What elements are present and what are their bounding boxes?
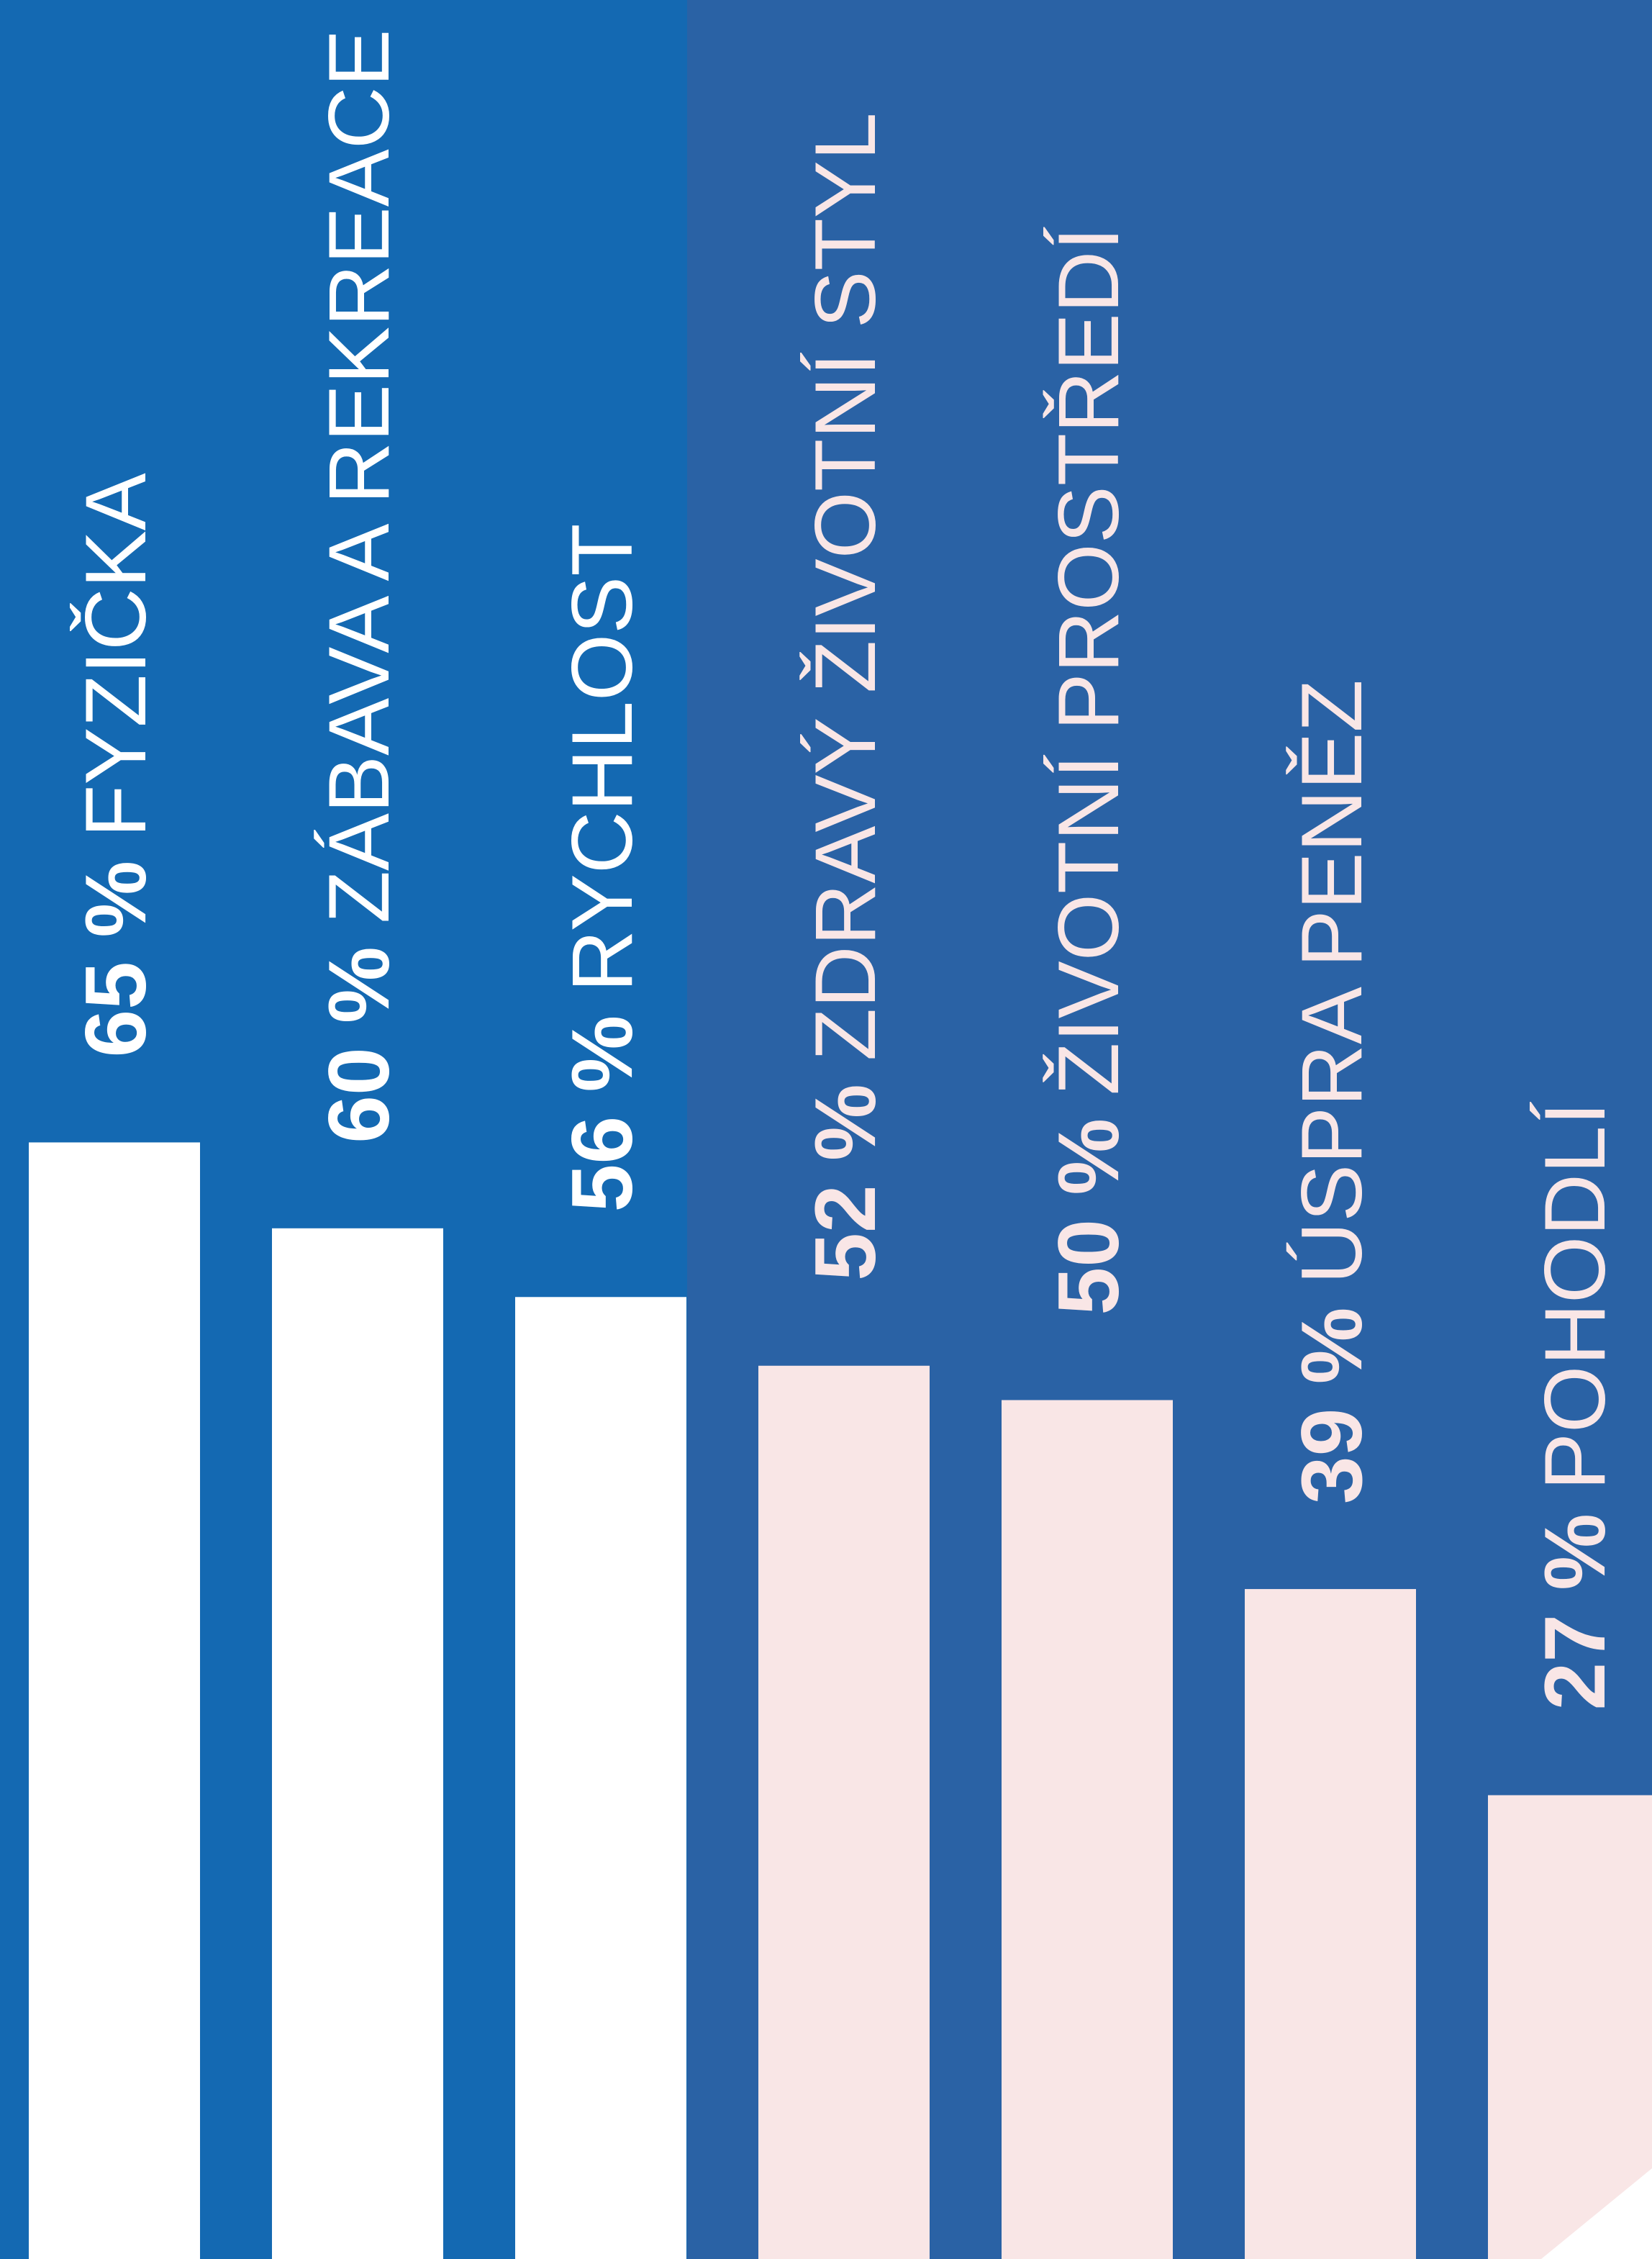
- value-label: 50 %: [1040, 1118, 1137, 1316]
- bar-label: 65 % FYZIČKA: [68, 473, 164, 1057]
- value-label: 27 %: [1527, 1513, 1623, 1711]
- bar: [1002, 1400, 1173, 2259]
- category-label: ZDRAVÝ ŽIVOTNÍ STYL: [797, 112, 894, 1061]
- bar: [758, 1365, 930, 2259]
- category-label: RYCHLOST: [554, 523, 650, 992]
- category-label: ZÁBAVA A REKREACE: [311, 30, 407, 924]
- bar: [1245, 1589, 1416, 2259]
- category-label: FYZIČKA: [68, 473, 164, 838]
- bar: [515, 1297, 686, 2259]
- bar: [1488, 1795, 1652, 2259]
- bar: [272, 1228, 443, 2259]
- bar-label: 60 % ZÁBAVA A REKREACE: [311, 30, 407, 1144]
- value-label: 39 %: [1284, 1308, 1380, 1505]
- category-label: ÚSPRA PENĚZ: [1284, 679, 1380, 1284]
- value-label: 65 %: [68, 861, 164, 1058]
- value-label: 60 %: [311, 946, 407, 1144]
- bar-label: 50 % ŽIVOTNÍ PROSTŘEDÍ: [1040, 227, 1137, 1316]
- category-label: POHODLÍ: [1527, 1101, 1623, 1490]
- bar: [29, 1142, 200, 2259]
- bar-label: 27 % POHODLÍ: [1527, 1101, 1623, 1710]
- bars: 65 % FYZIČKA 60 % ZÁBAVA A REKREACE 56 % RYCH…: [29, 30, 1652, 2259]
- value-label: 56 %: [554, 1015, 650, 1213]
- bar-label: 56 % RYCHLOST: [554, 523, 650, 1212]
- corner: [1541, 2168, 1652, 2259]
- bar-label: 39 % ÚSPRA PENĚZ: [1284, 679, 1380, 1504]
- bar-label: 52 % ZDRAVÝ ŽIVOTNÍ STYL: [797, 112, 894, 1280]
- category-label: ŽIVOTNÍ PROSTŘEDÍ: [1040, 227, 1137, 1095]
- value-label: 52 %: [797, 1084, 894, 1281]
